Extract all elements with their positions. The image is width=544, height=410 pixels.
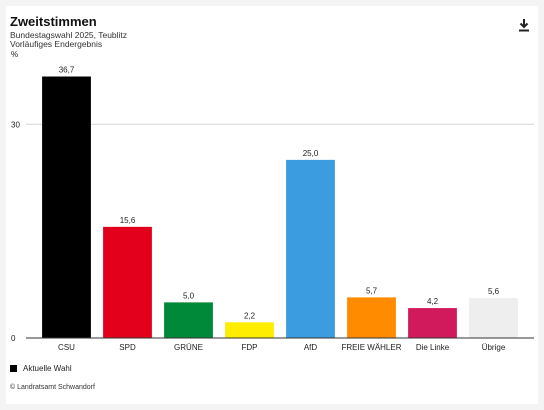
chart-title: Zweitstimmen: [10, 14, 97, 29]
bar-value-label: 25,0: [303, 149, 319, 158]
bar: [408, 308, 457, 338]
bar-value-label: 4,2: [427, 297, 439, 306]
x-tick-label: SPD: [119, 343, 136, 352]
bar: [164, 302, 213, 338]
x-tick-label: FREIE WÄHLER: [341, 343, 401, 352]
bar-chart: % 0 30 36,7 CSU 15,6 SPD 5,0 GRÜNE 2,2 FDP 25,0 AfD 5…: [11, 50, 534, 352]
x-tick-label: Übrige: [482, 343, 506, 352]
bar-value-label: 36,7: [59, 66, 75, 75]
y-tick-label: 30: [11, 120, 20, 129]
bar: [103, 226, 152, 338]
chart-note: Vorläufiges Endergebnis: [10, 39, 103, 49]
x-tick-label: GRÜNE: [174, 343, 203, 352]
x-tick-label: AfD: [304, 343, 318, 352]
bar: [347, 297, 396, 338]
bar: [469, 298, 518, 338]
bar-value-label: 5,7: [366, 286, 378, 295]
download-icon[interactable]: [518, 18, 530, 32]
x-tick-label: CSU: [58, 343, 75, 352]
x-tick-label: Die Linke: [416, 343, 450, 352]
legend-swatch: [10, 365, 17, 372]
bar: [42, 76, 91, 338]
bar: [225, 322, 274, 338]
chart-card: Zweitstimmen Bundestagswahl 2025, Teubli…: [6, 6, 538, 404]
bar-value-label: 15,6: [120, 216, 136, 225]
chart-subtitle: Bundestagswahl 2025, Teublitz: [10, 30, 128, 40]
bar-value-label: 5,6: [488, 287, 500, 296]
legend: Aktuelle Wahl: [10, 364, 72, 373]
legend-label: Aktuelle Wahl: [23, 364, 72, 373]
credit: © Landratsamt Schwandorf: [10, 384, 95, 391]
bar-value-label: 5,0: [183, 291, 195, 300]
x-tick-label: FDP: [242, 343, 258, 352]
bar-value-label: 2,2: [244, 311, 256, 320]
bar: [286, 159, 335, 338]
y-tick-label: 0: [11, 334, 16, 343]
y-axis-unit: %: [11, 50, 18, 59]
